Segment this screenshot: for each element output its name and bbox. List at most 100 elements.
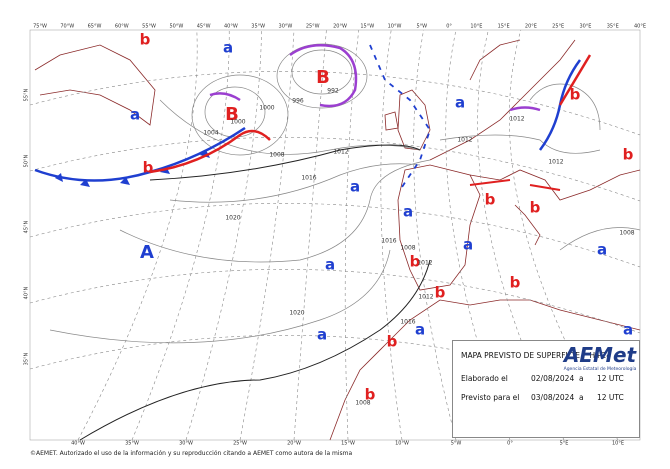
longitude-label: 40°W	[71, 441, 85, 447]
isobar-label: 1012	[333, 149, 348, 156]
longitude-label: 5°E	[560, 441, 569, 447]
pressure-center: b	[387, 333, 398, 351]
longitude-label: 30°W	[279, 24, 293, 30]
latitude-label: 40°N	[24, 286, 30, 299]
info-forecast: H+24	[589, 351, 611, 360]
parallel	[29, 137, 641, 202]
isobar-label: 1012	[548, 159, 563, 166]
longitude-label: 70°W	[60, 24, 74, 30]
isobar-label: 1016	[301, 175, 316, 182]
longitude-label: 35°E	[607, 24, 619, 30]
longitude-label: 40°E	[634, 24, 646, 30]
pressure-center: b	[143, 159, 154, 177]
pressure-center: a	[317, 326, 327, 344]
isobar-label: 996	[292, 98, 304, 105]
surface-map: 75°W 70°W 65°W 60°W 55°W 50°W 45°W 40°W 35°W 30°W…	[24, 24, 647, 447]
longitude-label: 45°W	[197, 24, 211, 30]
longitude-label: 15°W	[341, 441, 355, 447]
longitude-label: 15°W	[360, 24, 374, 30]
longitude-label: 50°W	[169, 24, 183, 30]
longitude-label: 10°W	[395, 441, 409, 447]
isobar-label: 992	[327, 88, 339, 95]
meridian	[477, 29, 565, 441]
isobar-label: 1012	[457, 137, 472, 144]
longitude-label: 10°E	[470, 24, 482, 30]
pressure-center: a	[223, 39, 233, 57]
info-a: a	[579, 374, 584, 383]
info-label: Elaborado el	[461, 374, 508, 383]
isobar-main	[79, 259, 431, 441]
isobar-label: 1000	[259, 105, 274, 112]
pressure-center: b	[485, 191, 496, 209]
logo: AEMet Agencia Estatal de Meteorología	[560, 343, 640, 372]
parallel	[29, 71, 641, 136]
pressure-center: b	[570, 86, 581, 104]
pressure-center: b	[623, 146, 634, 164]
pressure-center: a	[403, 203, 413, 221]
longitude-label: 5°W	[451, 441, 462, 447]
pressure-center: b	[365, 386, 376, 404]
pressure-center: a	[455, 94, 465, 112]
info-label: Previsto para el	[461, 393, 520, 402]
logo-subtitle: Agencia Estatal de Meteorología	[563, 367, 637, 372]
longitude-label: 10°W	[388, 24, 402, 30]
longitude-label: 55°W	[142, 24, 156, 30]
pressure-center: a	[325, 256, 335, 274]
longitude-label: 65°W	[88, 24, 102, 30]
pressure-center: b	[530, 199, 541, 217]
meridian	[344, 29, 360, 441]
latitude-label: 35°N	[24, 352, 30, 365]
parallel	[29, 269, 641, 334]
latitude-label: 50°N	[24, 154, 30, 167]
longitude-label: 0°	[446, 24, 452, 30]
isobar-label: 1020	[225, 215, 240, 222]
pressure-center: b	[510, 274, 521, 292]
isobar-label: 1016	[400, 319, 415, 326]
pressure-center: a	[415, 321, 425, 339]
isobar-label: 1000	[230, 119, 245, 126]
pressure-center: a	[350, 178, 360, 196]
latitude-label: 45°N	[24, 220, 30, 233]
longitude-label: 25°W	[306, 24, 320, 30]
longitude-label: 35°W	[125, 441, 139, 447]
meridian	[77, 29, 198, 441]
meridian	[380, 29, 403, 441]
longitude-label: 35°W	[251, 24, 265, 30]
footer: ©AEMET. Autorizado el uso de la informac…	[30, 450, 353, 457]
info-row: Elaborado el 02/08/2024 a 12 UTC	[461, 374, 631, 383]
pressure-center: a	[463, 236, 473, 254]
info-a: a	[579, 393, 584, 402]
meridian	[239, 29, 295, 441]
pressure-center: a	[623, 321, 633, 339]
info-time: 12 UTC	[597, 393, 624, 402]
pressure-center: b	[435, 284, 446, 302]
isobar-main	[149, 144, 421, 181]
longitude-label: 5°W	[417, 24, 428, 30]
pressure-center: a	[130, 106, 140, 124]
parallel	[29, 203, 641, 268]
pressure-center: B	[316, 67, 330, 88]
info-box: MAPA PREVISTO DE SUPERFICIE H+24 Elabora…	[452, 340, 640, 438]
meridian	[131, 29, 230, 441]
latitude-label: 55°N	[24, 88, 30, 101]
isobar-label: 1008	[355, 400, 370, 407]
info-date: 03/08/2024	[531, 393, 575, 402]
longitude-label: 75°W	[33, 24, 47, 30]
isobar-label: 1008	[269, 152, 284, 159]
isobar-label: 1008	[400, 245, 415, 252]
isobar-label: 1004	[203, 130, 218, 137]
meridian	[413, 29, 457, 441]
info-date: 02/08/2024	[531, 374, 575, 383]
info-title: MAPA PREVISTO DE SUPERFICIE	[461, 351, 580, 360]
longitude-label: 30°E	[579, 24, 591, 30]
longitude-label: 20°E	[525, 24, 537, 30]
longitude-label: 20°W	[287, 441, 301, 447]
info-row: Previsto para el 03/08/2024 a 12 UTC	[461, 393, 631, 402]
pressure-center: B	[225, 104, 239, 125]
longitude-label: 20°W	[333, 24, 347, 30]
longitude-label: 30°W	[179, 441, 193, 447]
isobar-label: 1012	[418, 294, 433, 301]
isobar-label: 1020	[289, 310, 304, 317]
longitude-label: 10°E	[612, 441, 624, 447]
